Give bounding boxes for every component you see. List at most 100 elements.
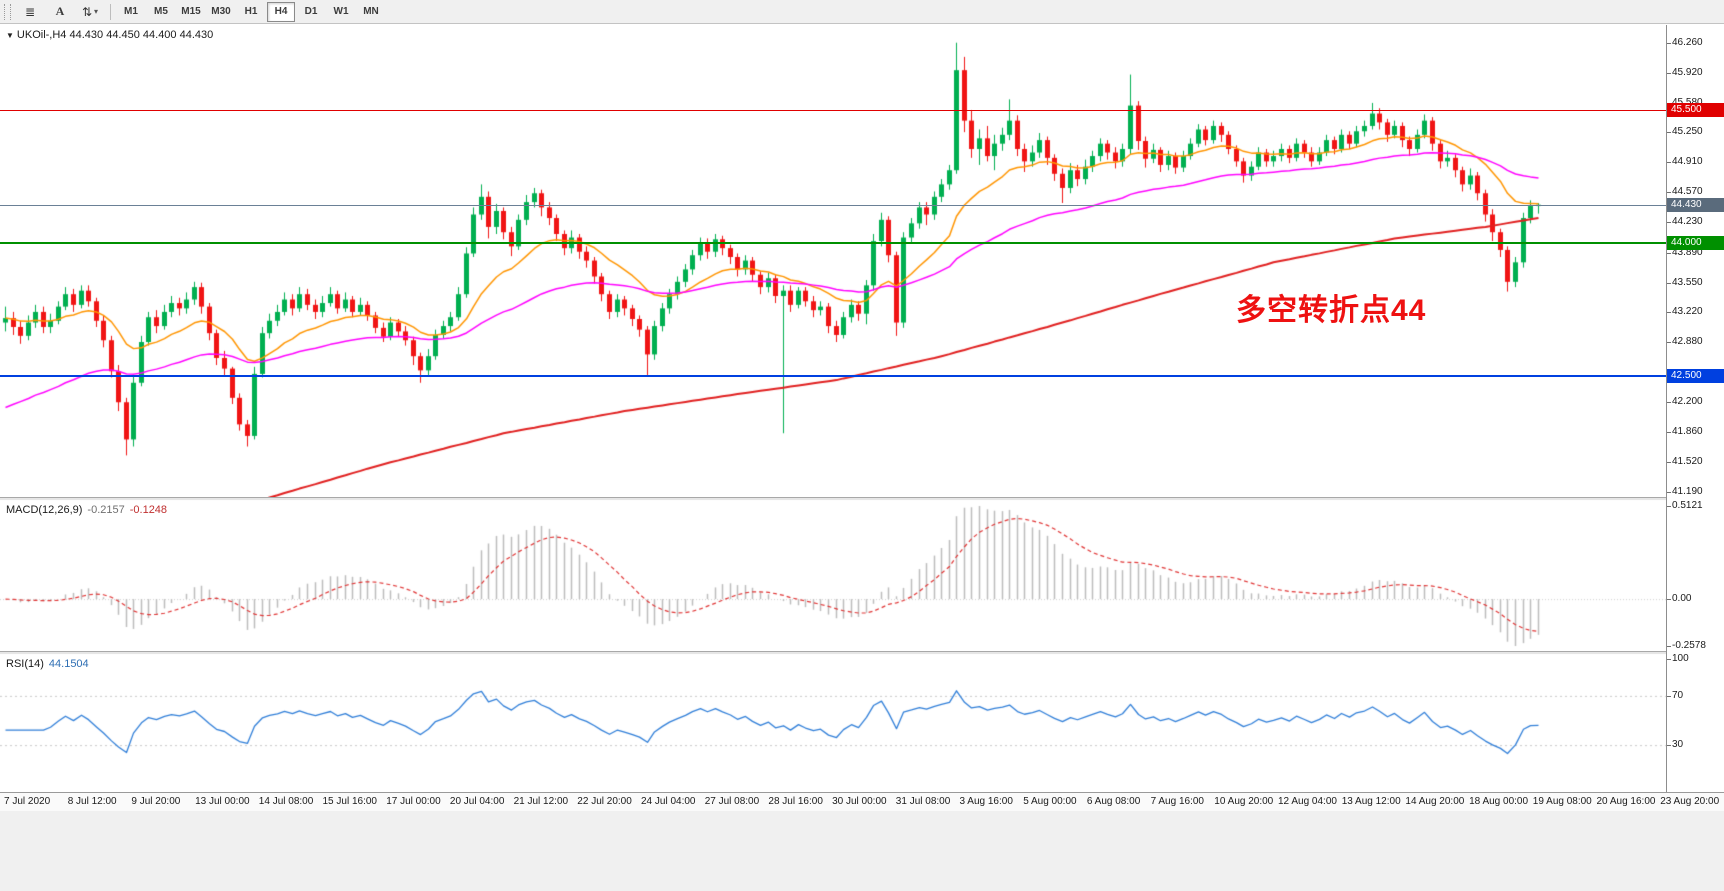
time-label: 31 Jul 08:00	[895, 796, 951, 807]
macd-axis-zero-tick	[1667, 599, 1671, 601]
rsi-value: 44.1504	[48, 658, 89, 670]
macd-canvas[interactable]	[0, 501, 1666, 651]
time-label: 12 Aug 04:00	[1278, 796, 1337, 807]
price-tick-tick	[1667, 192, 1671, 194]
price-tick: 41.190	[1672, 485, 1703, 497]
time-label: 3 Aug 16:00	[959, 796, 1013, 807]
chart-dropdown-icon[interactable]: ▼	[6, 31, 14, 40]
window-footer	[0, 811, 1724, 891]
time-label: 7 Jul 2020	[4, 796, 51, 807]
macd-value-signal: -0.1248	[129, 504, 168, 516]
macd-panel[interactable]: MACD(12,26,9) -0.2157 -0.1248	[0, 501, 1666, 651]
time-label: 10 Aug 20:00	[1214, 796, 1274, 807]
timeframe-w1[interactable]: W1	[333, 6, 349, 17]
rsi-axis-100-tick	[1667, 659, 1671, 660]
resistance-line[interactable]	[0, 110, 1666, 111]
resistance-line-badge: 45.500	[1667, 103, 1724, 117]
price-tick-tick	[1667, 491, 1671, 493]
price-tick: 44.570	[1672, 186, 1703, 198]
macd-value-main: -0.2157	[87, 504, 125, 516]
time-label: 20 Jul 04:00	[449, 796, 505, 807]
time-label: 9 Jul 20:00	[131, 796, 181, 807]
time-label: 8 Jul 12:00	[67, 796, 117, 807]
timeframe-m1[interactable]: M1	[124, 6, 138, 17]
timeframe-h1[interactable]: H1	[244, 6, 258, 17]
timeframe-m15[interactable]: M15	[181, 6, 201, 17]
macd-axis-max: 0.5121	[1672, 500, 1703, 511]
timeframe-m30[interactable]: M30	[211, 6, 231, 17]
time-label: 6 Aug 08:00	[1086, 796, 1141, 807]
macd-label: MACD(12,26,9) -0.2157 -0.1248	[6, 504, 167, 516]
pivot-line-badge: 44.000	[1667, 236, 1724, 250]
panel-separator-macd[interactable]	[0, 497, 1724, 501]
price-tick: 41.520	[1672, 456, 1703, 468]
macd-axis-zero: 0.00	[1672, 593, 1692, 605]
price-tick-tick	[1667, 311, 1671, 313]
price-tick: 45.580	[1672, 97, 1703, 108]
time-label: 20 Aug 16:00	[1596, 796, 1656, 807]
price-tick: 45.920	[1672, 66, 1703, 78]
toolbar-divider	[110, 3, 111, 20]
time-label: 24 Jul 04:00	[641, 796, 696, 807]
rsi-axis-70: 70	[1672, 689, 1684, 701]
toolbar: ≣ A ⇅ ▾ M1 M5 M15 M30 H1 H4 D1 W1 MN	[0, 0, 1724, 24]
timeframe-d1[interactable]: D1	[304, 6, 318, 17]
price-tick: 43.890	[1672, 246, 1703, 258]
time-label: 13 Aug 12:00	[1341, 796, 1401, 807]
time-label: 21 Jul 12:00	[513, 796, 569, 807]
dropdown-caret-icon: ▾	[94, 7, 99, 16]
time-label: 23 Aug 20:00	[1660, 796, 1720, 807]
price-tick: 43.550	[1672, 276, 1703, 288]
cursor-mode-icon[interactable]: ⇅ ▾	[81, 4, 99, 19]
annotation-text[interactable]: 多空转折点44	[1236, 294, 1427, 327]
panel-separator-rsi[interactable]	[0, 651, 1724, 655]
time-label: 13 Jul 00:00	[195, 796, 250, 807]
ohlc-values: 44.430 44.450 44.400 44.430	[69, 29, 214, 41]
rsi-axis-70-tick	[1667, 695, 1671, 697]
current-price-line[interactable]	[0, 205, 1666, 206]
rsi-name: RSI(14)	[6, 658, 44, 670]
text-tool-icon[interactable]: A	[55, 4, 65, 18]
price-tick-tick	[1667, 342, 1671, 344]
time-label: 14 Jul 08:00	[258, 796, 314, 807]
price-tick-tick	[1667, 42, 1671, 44]
macd-axis-min-tick	[1667, 646, 1671, 647]
price-tick: 42.200	[1672, 396, 1703, 408]
price-tick: 45.250	[1672, 126, 1703, 138]
timeframe-mn[interactable]: MN	[363, 6, 379, 17]
rsi-canvas[interactable]	[0, 655, 1666, 792]
timeframe-h4[interactable]: H4	[267, 1, 295, 22]
symbol-period-label: UKOil-,H4	[16, 29, 67, 41]
macd-axis-min: -0.2578	[1672, 640, 1706, 651]
price-tick-tick	[1667, 252, 1671, 254]
time-label: 15 Jul 16:00	[322, 796, 378, 807]
support-line-badge: 42.500	[1667, 369, 1724, 383]
price-chart-canvas[interactable]	[0, 25, 1666, 497]
support-line[interactable]	[0, 375, 1666, 377]
price-axis-column[interactable]: 46.260 45.920 45.580 45.250 44.910 44.570 44.2…	[1666, 25, 1724, 792]
macd-name: MACD(12,26,9)	[6, 504, 83, 516]
price-chart-panel[interactable]: ▼ UKOil-,H4 44.430 44.450 44.400 44.430 多…	[0, 25, 1666, 497]
pivot-line[interactable]	[0, 242, 1666, 244]
time-label: 30 Jul 00:00	[832, 796, 887, 807]
time-label: 17 Jul 00:00	[386, 796, 441, 807]
price-tick-tick	[1667, 402, 1671, 404]
price-tick-tick	[1667, 132, 1671, 134]
price-tick: 44.230	[1672, 216, 1703, 228]
rsi-axis-30-tick	[1667, 745, 1671, 747]
macd-axis-max-tick	[1667, 506, 1671, 507]
timeframe-m5[interactable]: M5	[154, 6, 168, 17]
time-label: 19 Aug 08:00	[1532, 796, 1592, 807]
rsi-panel[interactable]: RSI(14) 44.1504	[0, 655, 1666, 792]
current-price-line-badge: 44.430	[1667, 198, 1724, 212]
rsi-axis-30: 30	[1672, 739, 1684, 751]
time-label: 22 Jul 20:00	[577, 796, 632, 807]
time-axis[interactable]: 7 Jul 2020 8 Jul 12:00 9 Jul 20:00 13 Jul 0…	[0, 792, 1724, 811]
price-tick-tick	[1667, 222, 1671, 224]
toolbar-grip[interactable]	[4, 3, 11, 20]
rsi-label: RSI(14) 44.1504	[6, 658, 89, 670]
time-label: 18 Aug 00:00	[1469, 796, 1529, 807]
price-tick: 42.880	[1672, 336, 1703, 348]
objects-list-icon[interactable]: ≣	[24, 4, 36, 19]
toolbar-tools: ≣ A ⇅ ▾	[15, 2, 105, 22]
